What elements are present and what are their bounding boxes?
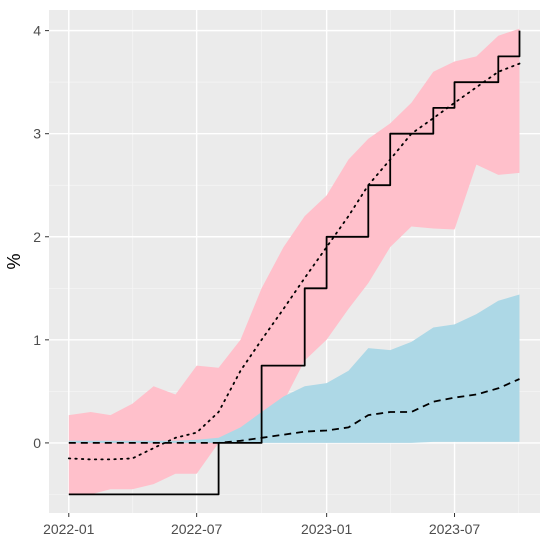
y-tick-label: 4 [33,23,41,39]
x-tick-label: 2023-01 [301,521,353,537]
band-blue [68,294,520,443]
confidence-bands [68,28,520,495]
x-tick-label: 2022-01 [43,521,95,537]
y-tick-label: 1 [33,332,41,348]
y-axis-title: % [4,253,24,269]
series-lines [67,30,521,496]
series-line-solid [68,30,521,496]
axes: 0 1 2 3 4 2022-01 2022-07 2023-01 2023-07 [33,23,480,537]
band-pink [68,28,520,495]
y-tick-label: 2 [33,229,41,245]
x-tick-label: 2023-07 [429,521,481,537]
y-tick-label: 0 [33,435,41,451]
y-tick-label: 3 [33,126,41,142]
series-line-dashed [68,378,520,444]
x-tick-label: 2022-07 [171,521,223,537]
